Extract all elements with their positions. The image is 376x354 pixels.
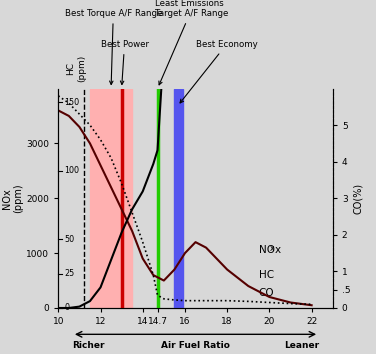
Text: Best Torque A/F Range: Best Torque A/F Range (65, 9, 162, 85)
Text: Least Emissions
Target A/F Range: Least Emissions Target A/F Range (155, 0, 229, 85)
Text: HC: HC (259, 270, 274, 280)
Text: Best Power: Best Power (100, 40, 149, 85)
Text: CO: CO (259, 288, 274, 298)
Text: 50: 50 (64, 235, 74, 244)
Text: Leaner: Leaner (284, 341, 319, 350)
Text: Richer: Richer (72, 341, 105, 350)
Text: x: x (270, 244, 274, 253)
Bar (90, 88, 132, 308)
Text: 150: 150 (64, 98, 79, 107)
Text: 100: 100 (64, 166, 79, 175)
Text: HC
(ppm): HC (ppm) (67, 55, 86, 82)
Text: Air Fuel Ratio: Air Fuel Ratio (161, 341, 230, 350)
Y-axis label: CO(%): CO(%) (353, 183, 363, 214)
Text: NOx: NOx (259, 245, 281, 255)
Y-axis label: NOx
(ppm): NOx (ppm) (2, 183, 23, 213)
Text: 0: 0 (64, 303, 69, 313)
Text: 25: 25 (64, 269, 74, 278)
Bar (174, 88, 183, 308)
Text: Best Economy: Best Economy (180, 40, 257, 103)
